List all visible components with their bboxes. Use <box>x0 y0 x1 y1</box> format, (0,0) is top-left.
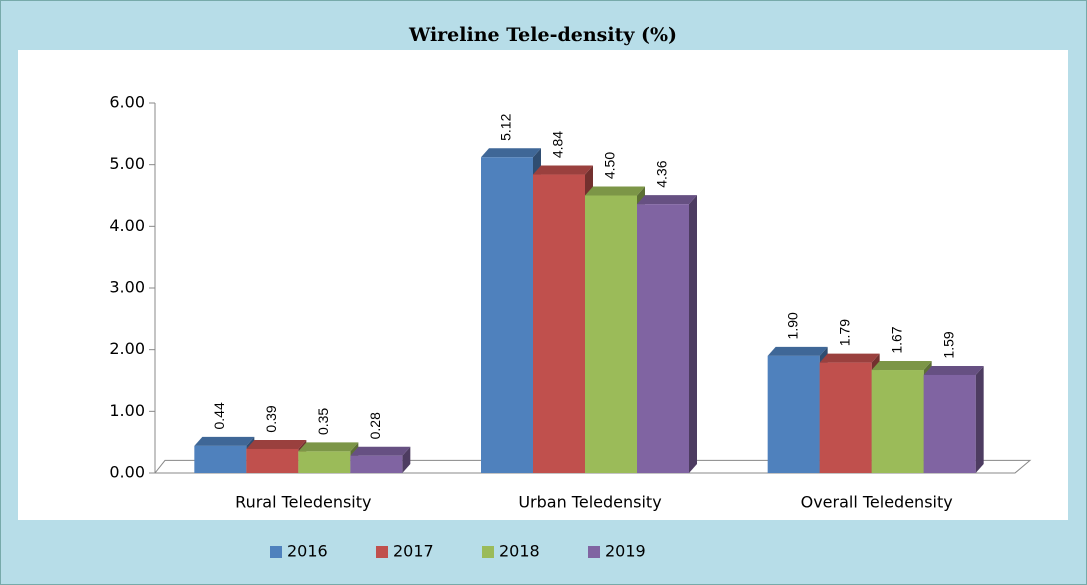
x-tick-label: Urban Teledensity <box>518 493 661 512</box>
legend-label: 2016 <box>287 542 328 561</box>
bar-top <box>767 346 828 356</box>
value-label: 4.84 <box>550 131 566 158</box>
legend-swatch <box>376 546 388 558</box>
x-tick-label: Rural Teledensity <box>235 493 371 512</box>
value-label: 5.12 <box>498 113 514 140</box>
y-tick-label: 6.00 <box>109 93 145 112</box>
legend-label: 2018 <box>499 542 540 561</box>
bar-top <box>298 442 359 452</box>
bar <box>194 445 247 473</box>
bar <box>871 370 924 473</box>
bar-side <box>689 195 697 473</box>
y-tick-label: 1.00 <box>109 401 145 420</box>
value-label: 4.36 <box>654 160 670 187</box>
value-label: 1.59 <box>940 331 956 358</box>
bar-top <box>350 446 411 456</box>
floor <box>153 459 1032 474</box>
bar-top <box>533 165 593 175</box>
bar-top <box>637 195 697 205</box>
bar-side <box>975 365 984 473</box>
value-label: 0.39 <box>263 405 279 432</box>
chart-title: Wireline Tele-density (%) <box>408 24 677 46</box>
value-label: 1.90 <box>784 312 800 339</box>
bar <box>298 451 351 473</box>
bar <box>819 362 872 473</box>
bar <box>637 204 689 473</box>
bar-top <box>923 365 984 375</box>
legend-swatch <box>270 546 282 558</box>
bar-top <box>246 439 307 449</box>
bar-top <box>585 186 645 196</box>
bar <box>246 448 299 473</box>
bar <box>481 157 533 473</box>
y-tick-label: 0.00 <box>109 463 145 482</box>
value-label: 4.50 <box>602 152 618 179</box>
bar-top <box>819 353 880 363</box>
bar-top <box>194 436 255 446</box>
value-label: 1.79 <box>836 319 852 346</box>
bar <box>923 374 976 473</box>
bar-top <box>871 361 932 371</box>
value-label: 1.67 <box>888 326 904 353</box>
x-tick-label: Overall Teledensity <box>801 493 953 512</box>
value-label: 0.44 <box>211 402 227 429</box>
bar-side <box>402 446 411 473</box>
legend-label: 2019 <box>605 542 646 561</box>
bar <box>533 174 585 474</box>
bar <box>585 195 637 473</box>
y-tick-label: 3.00 <box>109 278 145 297</box>
y-tick-label: 2.00 <box>109 339 145 358</box>
y-tick-label: 4.00 <box>109 216 145 235</box>
bar <box>350 455 403 473</box>
legend-swatch <box>588 546 600 558</box>
y-tick-label: 5.00 <box>109 154 145 173</box>
value-label: 0.28 <box>367 412 383 439</box>
legend-label: 2017 <box>393 542 434 561</box>
bar <box>767 355 820 473</box>
value-label: 0.35 <box>315 408 331 435</box>
bar-top <box>481 148 541 158</box>
legend-swatch <box>482 546 494 558</box>
